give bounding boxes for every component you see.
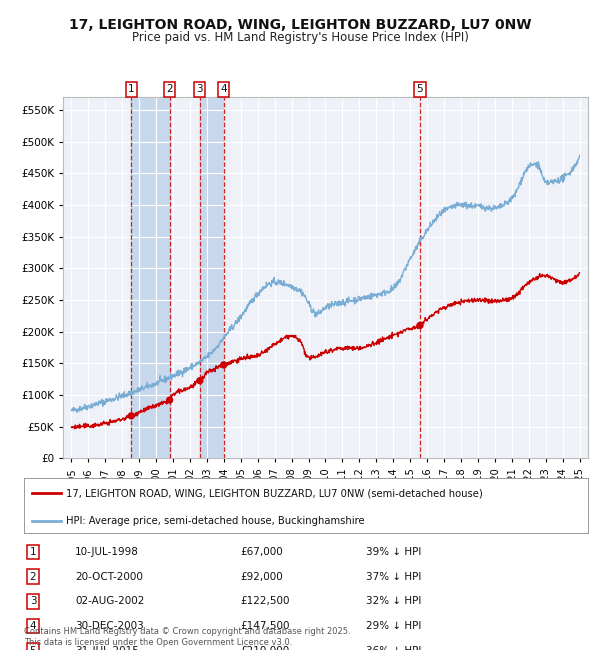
Text: 17, LEIGHTON ROAD, WING, LEIGHTON BUZZARD, LU7 0NW (semi-detached house): 17, LEIGHTON ROAD, WING, LEIGHTON BUZZAR…: [66, 488, 483, 498]
Text: 5: 5: [29, 645, 37, 650]
Text: £122,500: £122,500: [240, 596, 290, 606]
Text: HPI: Average price, semi-detached house, Buckinghamshire: HPI: Average price, semi-detached house,…: [66, 516, 365, 526]
Text: 1: 1: [29, 547, 37, 557]
Point: [195, 376, 205, 386]
Text: 2: 2: [166, 84, 173, 94]
Text: 4: 4: [29, 621, 37, 631]
Point: [127, 411, 136, 421]
Bar: [131, 98, 170, 458]
Text: 36% ↓ HPI: 36% ↓ HPI: [366, 645, 421, 650]
Text: 20-OCT-2000: 20-OCT-2000: [75, 571, 143, 582]
Text: 1: 1: [128, 84, 134, 94]
Text: Price paid vs. HM Land Registry's House Price Index (HPI): Price paid vs. HM Land Registry's House …: [131, 31, 469, 44]
Text: £67,000: £67,000: [240, 547, 283, 557]
Bar: [200, 98, 224, 458]
Text: 31-JUL-2015: 31-JUL-2015: [75, 645, 139, 650]
Text: 5: 5: [416, 84, 424, 94]
Point: [165, 395, 175, 405]
Text: £210,000: £210,000: [240, 645, 289, 650]
Text: £92,000: £92,000: [240, 571, 283, 582]
Text: 39% ↓ HPI: 39% ↓ HPI: [366, 547, 421, 557]
Text: 10-JUL-1998: 10-JUL-1998: [75, 547, 139, 557]
Text: 29% ↓ HPI: 29% ↓ HPI: [366, 621, 421, 631]
Text: 37% ↓ HPI: 37% ↓ HPI: [366, 571, 421, 582]
Text: 4: 4: [220, 84, 227, 94]
Text: 02-AUG-2002: 02-AUG-2002: [75, 596, 145, 606]
Point: [219, 359, 229, 370]
Point: [415, 320, 425, 331]
Text: 3: 3: [197, 84, 203, 94]
Text: 17, LEIGHTON ROAD, WING, LEIGHTON BUZZARD, LU7 0NW: 17, LEIGHTON ROAD, WING, LEIGHTON BUZZAR…: [69, 18, 531, 32]
Text: 3: 3: [29, 596, 37, 606]
Text: 30-DEC-2003: 30-DEC-2003: [75, 621, 144, 631]
Text: 32% ↓ HPI: 32% ↓ HPI: [366, 596, 421, 606]
Text: 2: 2: [29, 571, 37, 582]
Text: £147,500: £147,500: [240, 621, 290, 631]
Text: Contains HM Land Registry data © Crown copyright and database right 2025.
This d: Contains HM Land Registry data © Crown c…: [24, 627, 350, 647]
